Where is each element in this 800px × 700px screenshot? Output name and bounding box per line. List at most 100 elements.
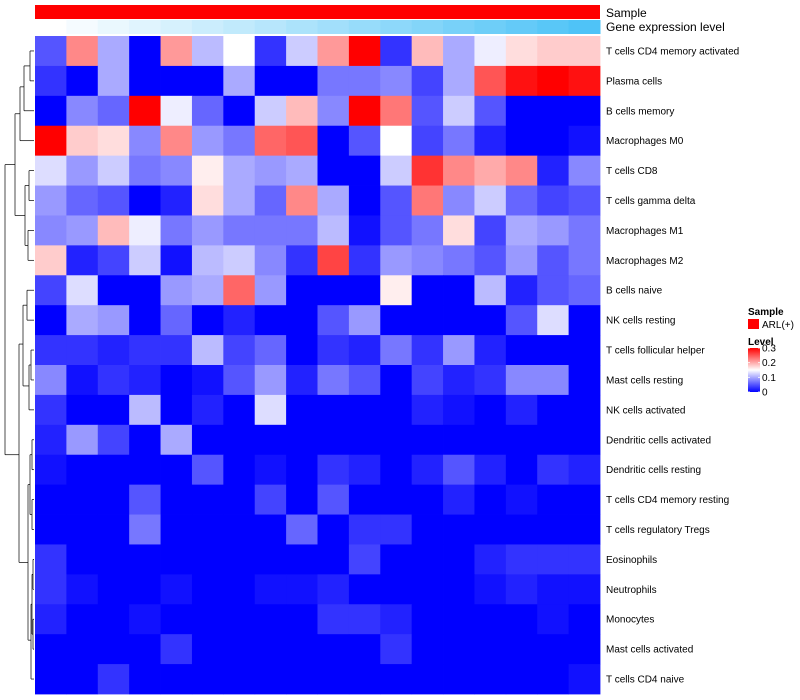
heatmap-cell xyxy=(129,604,161,635)
heatmap-cell xyxy=(66,574,99,605)
heatmap-cell xyxy=(443,275,475,306)
heatmap-cell xyxy=(568,95,601,127)
heatmap-cell xyxy=(286,335,318,366)
heatmap-cell xyxy=(348,365,381,396)
heatmap-cell xyxy=(97,634,130,665)
heatmap-cell xyxy=(160,424,193,456)
heatmap-cell xyxy=(411,365,444,396)
heatmap-cell xyxy=(380,544,413,575)
heatmap-cell xyxy=(254,365,287,396)
heatmap-cell xyxy=(97,245,130,276)
heatmap-cell xyxy=(474,155,507,186)
heatmap-cell xyxy=(380,215,413,246)
heatmap-cell xyxy=(129,514,161,545)
heatmap-cell xyxy=(537,185,570,216)
heatmap-cell xyxy=(317,275,350,306)
heatmap-cell xyxy=(537,484,570,515)
heatmap-cell xyxy=(66,305,99,336)
heatmap-cell xyxy=(317,335,350,366)
heatmap-cell xyxy=(474,484,507,515)
heatmap-cell xyxy=(286,634,318,665)
gene-annotation-cell xyxy=(286,20,318,34)
heatmap-cell xyxy=(286,604,318,635)
heatmap-cell xyxy=(191,484,224,515)
heatmap-cell xyxy=(66,544,99,575)
gene-annotation-cell xyxy=(380,20,413,34)
heatmap-cell xyxy=(223,245,256,276)
heatmap-cell xyxy=(223,544,256,575)
heatmap-cell xyxy=(191,514,224,545)
row-label: Dendritic cells resting xyxy=(606,465,701,476)
heatmap-cell xyxy=(317,215,350,246)
heatmap-cell xyxy=(505,574,538,605)
heatmap-cell xyxy=(97,65,130,97)
heatmap-cell xyxy=(191,394,224,426)
heatmap-cell xyxy=(35,664,67,695)
heatmap-cell xyxy=(66,36,99,67)
heatmap-cell xyxy=(411,245,444,276)
heatmap-cell xyxy=(160,634,193,665)
heatmap-cell xyxy=(254,544,287,575)
heatmap-cell xyxy=(66,484,99,515)
heatmap-cell xyxy=(97,185,130,216)
heatmap-cell xyxy=(443,634,475,665)
heatmap-cell xyxy=(411,215,444,246)
heatmap-cell xyxy=(505,36,538,67)
heatmap-cell xyxy=(97,365,130,396)
heatmap-cell xyxy=(474,365,507,396)
heatmap-cell xyxy=(317,454,350,486)
heatmap-cell xyxy=(286,484,318,515)
heatmap-cell xyxy=(443,454,475,486)
heatmap-cell xyxy=(348,36,381,67)
heatmap-cell xyxy=(97,275,130,306)
heatmap-cell xyxy=(286,245,318,276)
heatmap-cell xyxy=(380,514,413,545)
heatmap-cell xyxy=(97,335,130,366)
heatmap-cell xyxy=(317,424,350,456)
heatmap-cell xyxy=(66,275,99,306)
heatmap-cell xyxy=(286,365,318,396)
heatmap-cell xyxy=(537,275,570,306)
heatmap-cell xyxy=(568,394,601,426)
heatmap-cell xyxy=(380,604,413,635)
heatmap-cell xyxy=(35,365,67,396)
heatmap-cell xyxy=(411,574,444,605)
heatmap-cell xyxy=(97,424,130,456)
heatmap-cell xyxy=(160,65,193,97)
heatmap-cell xyxy=(129,454,161,486)
heatmap-cell xyxy=(537,365,570,396)
heatmap-cell xyxy=(474,275,507,306)
heatmap-cell xyxy=(443,305,475,336)
heatmap-cell xyxy=(317,394,350,426)
heatmap-cell xyxy=(537,125,570,157)
heatmap-cell xyxy=(129,305,161,336)
heatmap-cell xyxy=(568,215,601,246)
heatmap-cell xyxy=(317,634,350,665)
heatmap-cell xyxy=(411,185,444,216)
heatmap-cell xyxy=(223,484,256,515)
heatmap-cell xyxy=(129,245,161,276)
row-label: T cells regulatory Tregs xyxy=(606,525,710,536)
heatmap-cell xyxy=(66,365,99,396)
heatmap-cell xyxy=(129,634,161,665)
legend: Sample ARL(+) Level 0.3 0.2 0.1 0 xyxy=(748,307,794,399)
heatmap-cell xyxy=(568,574,601,605)
heatmap-cell xyxy=(97,394,130,426)
heatmap-cell xyxy=(97,125,130,157)
heatmap-cell xyxy=(568,454,601,486)
heatmap-cell xyxy=(160,394,193,426)
heatmap-cell xyxy=(66,454,99,486)
row-label: Neutrophils xyxy=(606,585,657,596)
heatmap-cell xyxy=(474,394,507,426)
column-annotations xyxy=(35,5,601,34)
heatmap-cell xyxy=(380,634,413,665)
heatmap-cell xyxy=(223,185,256,216)
heatmap-cell xyxy=(160,125,193,157)
heatmap-cell xyxy=(286,65,318,97)
heatmap-cell xyxy=(317,484,350,515)
gene-annotation-cell xyxy=(223,20,256,34)
heatmap-cell xyxy=(537,574,570,605)
heatmap-cell xyxy=(35,604,67,635)
heatmap-cell xyxy=(317,185,350,216)
heatmap-cell xyxy=(317,36,350,67)
